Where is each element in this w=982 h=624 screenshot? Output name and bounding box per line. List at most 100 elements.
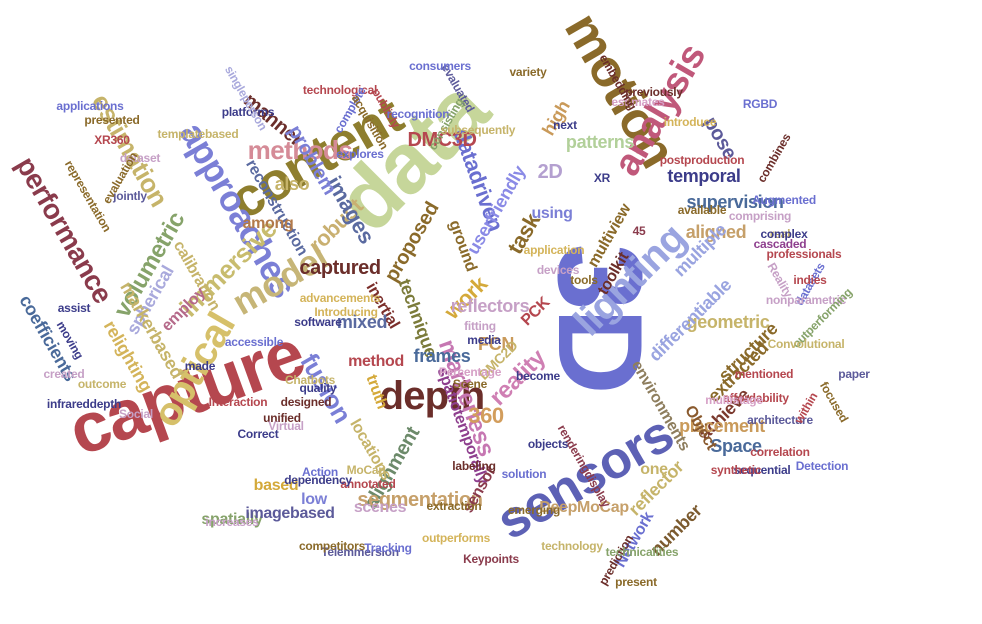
cloud-word-aligned: aligned — [685, 222, 747, 242]
cloud-word-geometric: geometric — [686, 312, 770, 332]
cloud-word-previously: previously — [625, 85, 683, 99]
cloud-word-postproduction: postproduction — [659, 153, 745, 167]
cloud-word-placement: placement — [679, 416, 765, 436]
cloud-word-rgbd: RGBD — [742, 97, 778, 111]
cloud-word-variety: variety — [509, 65, 547, 79]
cloud-word-45: 45 — [632, 224, 646, 238]
cloud-word-methods: methods — [247, 135, 353, 165]
cloud-word-solution: solution — [501, 467, 547, 481]
cloud-word-software: software — [294, 315, 342, 329]
cloud-word-combines: combines — [754, 131, 794, 185]
cloud-word-correlation: correlation — [750, 445, 810, 459]
cloud-word-available: available — [677, 203, 727, 217]
cloud-word-estimates: estimates — [611, 95, 665, 109]
cloud-word-explores: explores — [336, 147, 384, 161]
cloud-word-also: also — [274, 174, 310, 194]
cloud-word-sequential: sequential — [733, 463, 791, 477]
cloud-word-recognition: recognition — [386, 107, 450, 121]
cloud-word-technicalities: technicalities — [605, 545, 679, 559]
cloud-word-increases: increases — [205, 515, 259, 529]
cloud-word-percentage: Percentage — [438, 365, 502, 379]
cloud-word-telemmersion: Telemmersion — [321, 545, 399, 559]
cloud-word-accessible: accessible — [224, 335, 284, 349]
cloud-word-social: Social — [119, 407, 153, 421]
cloud-word-annotated: annotated — [340, 477, 396, 491]
cloud-word-2d: 2D — [537, 161, 563, 183]
cloud-word-virtual: Virtual — [268, 419, 304, 433]
cloud-word-mentioned: mentioned — [734, 367, 794, 381]
cloud-word-nonparametric: nonparametric — [765, 293, 847, 307]
cloud-word-applications: applications — [56, 99, 124, 113]
cloud-word-focused: focused — [816, 379, 852, 425]
cloud-word-subsequently: subsequently — [440, 123, 516, 137]
cloud-word-fcn: FCN — [478, 334, 514, 354]
cloud-word-emerging: emerging — [507, 503, 561, 517]
cloud-word-action: Action — [302, 465, 338, 479]
cloud-word-comprising: comprising — [728, 209, 792, 223]
cloud-word-professionals: professionals — [766, 247, 842, 261]
cloud-word-objects: objects — [527, 437, 569, 451]
cloud-word-present: present — [615, 575, 657, 589]
cloud-word-consumers: consumers — [409, 59, 471, 73]
cloud-word-assist: assist — [57, 301, 91, 315]
cloud-word-among: among — [242, 215, 294, 232]
cloud-word-convolutional: Convolutional — [767, 337, 845, 351]
cloud-word-multistage: multistage — [705, 393, 763, 407]
cloud-word-paper: paper — [838, 367, 870, 381]
cloud-word-labeling: labeling — [452, 459, 496, 473]
cloud-word-real: real — [769, 227, 791, 241]
cloud-word-360: 360 — [468, 403, 504, 428]
cloud-word-introducing: Introducing — [314, 305, 378, 319]
cloud-word-dependency: dependency — [284, 473, 352, 487]
cloud-word-one: one — [640, 461, 668, 478]
cloud-word-technological: technological — [302, 83, 378, 97]
cloud-word-supervision: supervision — [686, 192, 784, 212]
cloud-word-introduce: introduce — [663, 115, 717, 129]
cloud-word-cascaded: cascaded — [753, 237, 807, 251]
cloud-word-jointly: jointly — [113, 189, 147, 203]
cloud-word-chatbots: Chatbots — [284, 373, 336, 387]
cloud-word-within: within — [791, 390, 821, 426]
cloud-word-indies: indies — [793, 273, 827, 287]
cloud-word-xr: XR — [593, 171, 611, 185]
cloud-word-segmentation: segmentation — [357, 489, 483, 511]
cloud-word-fitting: fitting — [464, 319, 496, 333]
cloud-word-presented: presented — [84, 113, 140, 127]
cloud-word-xr360: XR360 — [94, 133, 130, 147]
cloud-word-extraction: extraction — [426, 499, 482, 513]
cloud-word-keypoints: Keypoints — [463, 552, 519, 566]
cloud-word-made: made — [184, 359, 216, 373]
cloud-word-unified: unified — [263, 411, 301, 425]
cloud-word-reflectors: reflectors — [450, 296, 530, 316]
cloud-word-media: media — [467, 333, 501, 347]
cloud-word-using: using — [531, 205, 573, 222]
cloud-word-augmented: Augmented — [752, 193, 816, 207]
cloud-word-tracking: Tracking — [364, 541, 412, 555]
cloud-word-correct: Correct — [237, 427, 279, 441]
cloud-word-platforms: platforms — [221, 105, 275, 119]
cloud-word-competitors: competitors — [298, 539, 366, 553]
cloud-word-tools: tools — [570, 273, 598, 287]
cloud-word-quality: quality — [299, 381, 337, 395]
cloud-word-based: based — [253, 477, 299, 494]
cloud-word-infrareddepth: infrareddepth — [46, 397, 122, 411]
cloud-word-become: become — [516, 369, 560, 383]
cloud-word-synthetic: synthetic — [710, 463, 762, 477]
cloud-word-templatebased: templatebased — [157, 127, 239, 141]
cloud-word-outperforms: outperforms — [421, 531, 491, 545]
cloud-word-depth: depth — [379, 374, 486, 418]
cloud-word-space: Space — [710, 436, 762, 456]
cloud-word-temporal: temporal — [667, 166, 741, 186]
cloud-word-created: created — [43, 367, 85, 381]
cloud-word-imagebased: imagebased — [245, 505, 335, 522]
cloud-word-devices: devices — [536, 263, 580, 277]
cloud-word-technology: technology — [541, 539, 603, 553]
cloud-word-advancements: advancements — [299, 291, 381, 305]
cloud-word-interaction: Interaction — [208, 395, 268, 409]
cloud-word-detection: Detection — [795, 459, 849, 473]
cloud-word-outcome: outcome — [77, 377, 127, 391]
cloud-word-spatially: spatially — [201, 511, 263, 528]
cloud-word-next: next — [553, 118, 577, 132]
cloud-word-application: application — [523, 243, 585, 257]
